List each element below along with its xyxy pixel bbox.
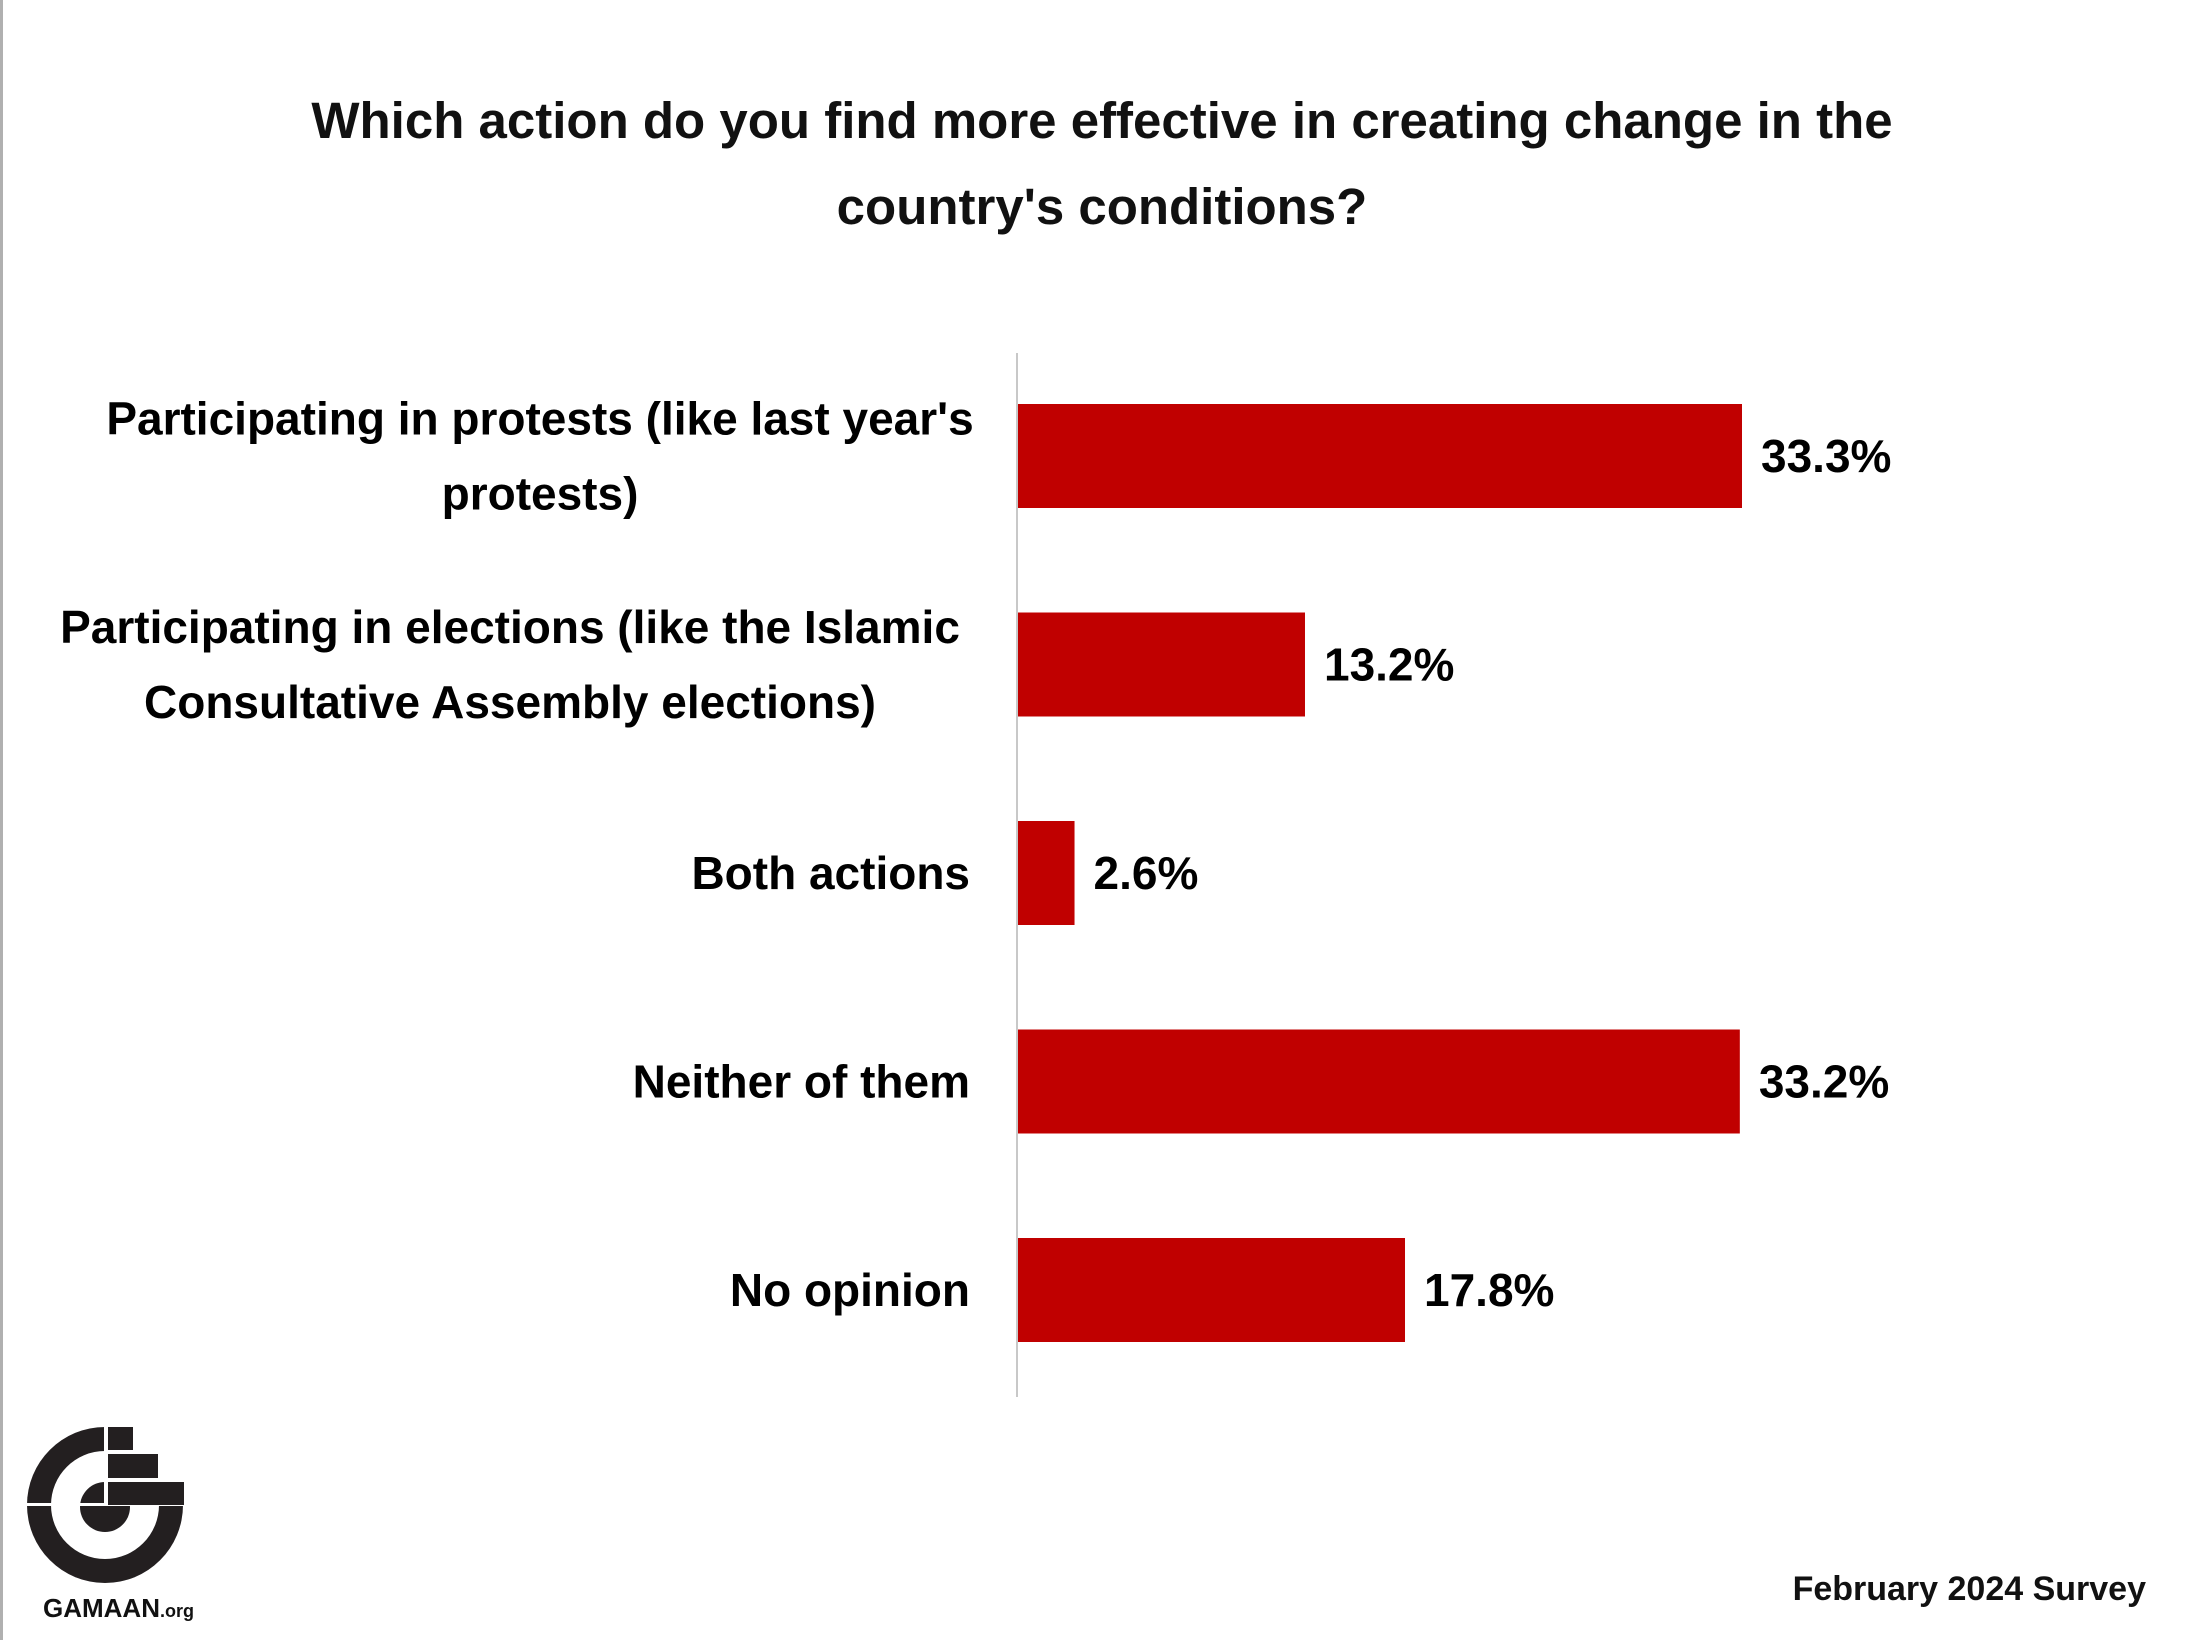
value-label: 17.8%: [1424, 1264, 1554, 1316]
value-label: 2.6%: [1094, 847, 1199, 899]
bar: [1018, 821, 1075, 925]
category-label: protests): [442, 468, 639, 520]
category-label: Participating in protests (like last yea…: [106, 393, 973, 445]
chart-title: Which action do you find more effective …: [311, 92, 1893, 235]
left-border: [0, 0, 3, 1640]
value-label: 33.3%: [1761, 430, 1891, 482]
category-label: Neither of them: [633, 1056, 970, 1108]
bar: [1018, 1029, 1740, 1134]
category-label: Consultative Assembly elections): [144, 676, 876, 728]
category-label: Participating in elections (like the Isl…: [60, 601, 960, 653]
category-label: Both actions: [691, 847, 970, 899]
logo-text: GAMAAN.org: [43, 1593, 194, 1623]
gamaan-logo: GAMAAN.org: [27, 1420, 194, 1623]
value-label: 33.2%: [1759, 1056, 1889, 1108]
category-label: No opinion: [730, 1264, 970, 1316]
bar: [1018, 1238, 1406, 1342]
bar: [1018, 612, 1305, 717]
value-label: 13.2%: [1324, 639, 1454, 691]
bar: [1018, 404, 1742, 508]
survey-date: February 2024 Survey: [1792, 1570, 2146, 1608]
